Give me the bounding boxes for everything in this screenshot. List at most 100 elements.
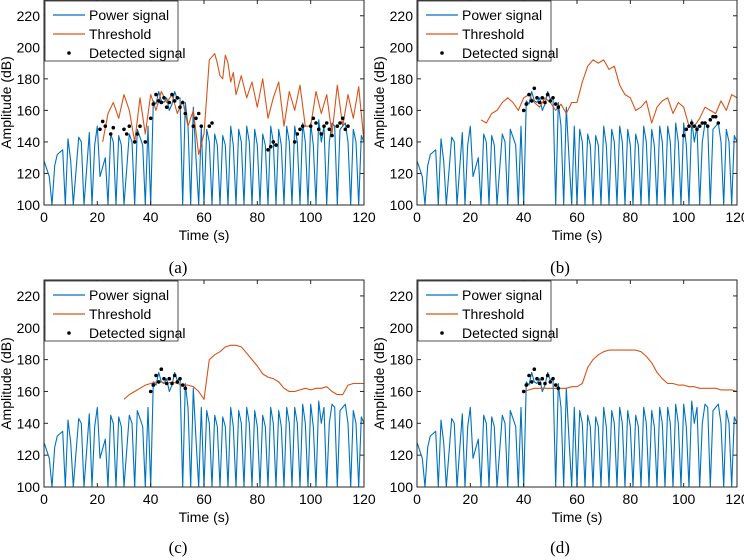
y-tick-label: 200 — [17, 320, 41, 336]
series-line-power-signal — [417, 90, 737, 205]
x-tick-label: 20 — [463, 209, 479, 225]
detected-point — [545, 373, 550, 378]
y-tick-label: 120 — [17, 447, 41, 463]
x-tick-label: 100 — [672, 209, 696, 225]
y-tick-label: 160 — [390, 383, 414, 399]
detected-point — [548, 380, 553, 384]
y-tick-label: 100 — [390, 479, 414, 495]
detected-point — [138, 124, 142, 128]
detected-point — [191, 124, 196, 128]
legend-swatch-point — [440, 51, 444, 55]
x-tick-label: 0 — [40, 209, 48, 225]
detected-point — [529, 380, 534, 384]
detected-point — [207, 124, 212, 128]
chart-panel-a: 0 20 40 60 80 100 120 100 120 140 160 180 200 220 Time… — [0, 0, 376, 277]
detected-point — [324, 121, 329, 125]
y-tick-label: 220 — [390, 8, 414, 24]
x-tick-label: 20 — [90, 491, 106, 507]
x-tick-label: 20 — [90, 209, 106, 225]
detected-point — [175, 96, 180, 100]
detected-point — [340, 116, 345, 121]
legend-entry-label: Power signal — [462, 287, 542, 303]
detected-point — [266, 148, 270, 152]
y-axis-label: Amplitude (dB) — [0, 56, 14, 149]
x-tick-label: 40 — [516, 491, 532, 507]
panel-caption: (d) — [550, 538, 570, 557]
legend-swatch-point — [67, 51, 71, 55]
detected-point — [178, 376, 182, 381]
legend: Power signal Threshold Detected signal — [44, 0, 186, 62]
detected-point — [156, 380, 161, 384]
detected-point — [103, 124, 108, 128]
detected-point — [298, 127, 302, 132]
chart-panel-d: 0 20 40 60 80 100 120 100 120 140 160 180 200 220 Time… — [371, 279, 744, 557]
detected-point — [311, 116, 316, 121]
detected-point — [532, 367, 537, 372]
y-tick-label: 140 — [17, 415, 41, 431]
legend-entry-label: Threshold — [462, 26, 524, 42]
detected-point — [135, 132, 140, 136]
detected-point — [268, 144, 273, 149]
detected-point — [300, 124, 305, 128]
detected-point — [292, 140, 297, 144]
detected-point — [532, 86, 537, 91]
y-tick-label: 140 — [390, 134, 414, 150]
y-tick-label: 200 — [17, 39, 41, 55]
x-tick-label: 120 — [352, 491, 376, 507]
detected-point — [338, 121, 342, 125]
legend: Power signal Threshold Detected signal — [417, 0, 559, 62]
y-tick-label: 180 — [390, 71, 414, 87]
x-tick-label: 60 — [569, 491, 585, 507]
detected-point — [705, 124, 710, 128]
y-axis-label: Amplitude (dB) — [371, 337, 387, 430]
detected-point — [127, 124, 132, 128]
panel-caption: (a) — [169, 258, 188, 277]
chart-panel-c: 0 20 40 60 80 100 120 100 120 140 160 180 200 220 Time… — [0, 279, 376, 557]
y-tick-label: 200 — [390, 39, 414, 55]
detected-point — [154, 373, 158, 378]
x-tick-label: 60 — [196, 491, 212, 507]
detected-point — [124, 132, 129, 136]
detected-point — [154, 92, 158, 97]
panel-caption: (b) — [550, 258, 570, 277]
detected-point — [170, 92, 174, 97]
detected-point — [183, 386, 188, 391]
detected-point — [122, 127, 126, 132]
detected-point — [684, 127, 689, 132]
y-tick-label: 220 — [390, 288, 414, 304]
detected-point — [537, 100, 542, 105]
y-tick-label: 100 — [17, 479, 41, 495]
detected-point — [319, 132, 324, 136]
legend-entry-label: Detected signal — [462, 325, 559, 341]
y-tick-label: 180 — [17, 71, 41, 87]
x-tick-label: 100 — [299, 491, 323, 507]
y-tick-label: 160 — [390, 102, 414, 118]
y-axis-label: Amplitude (dB) — [371, 56, 387, 149]
detected-point — [551, 376, 555, 381]
detected-point — [175, 380, 180, 384]
y-tick-label: 220 — [17, 288, 41, 304]
x-axis-label: Time (s) — [179, 509, 230, 525]
detected-point — [527, 373, 531, 378]
detected-point — [703, 121, 707, 125]
detected-point — [346, 124, 350, 128]
x-tick-label: 80 — [250, 491, 266, 507]
detected-point — [535, 376, 539, 381]
x-tick-label: 40 — [143, 209, 159, 225]
detected-point — [551, 96, 555, 100]
series-line-power-signal — [44, 371, 364, 487]
detected-point — [330, 133, 334, 138]
detected-point — [543, 100, 547, 105]
detected-point — [535, 96, 539, 100]
detected-point — [689, 121, 694, 125]
detected-point — [143, 140, 148, 144]
detected-point — [537, 381, 542, 386]
detected-point — [148, 116, 153, 121]
plot-layer — [44, 344, 364, 487]
legend-box — [417, 280, 552, 342]
legend-entry-label: Threshold — [462, 306, 524, 322]
detected-point — [183, 111, 188, 116]
plot-layer — [417, 59, 737, 205]
detected-point — [148, 389, 153, 394]
detected-point — [156, 99, 161, 103]
